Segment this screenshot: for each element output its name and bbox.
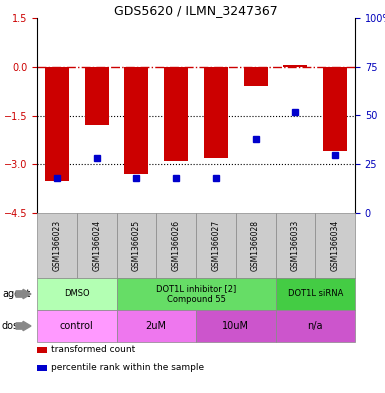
Text: GSM1366023: GSM1366023 xyxy=(52,220,61,271)
Text: agent: agent xyxy=(2,289,30,299)
Bar xyxy=(244,67,268,86)
Text: GSM1366028: GSM1366028 xyxy=(251,220,260,271)
Text: GSM1366034: GSM1366034 xyxy=(331,220,340,271)
Text: transformed count: transformed count xyxy=(51,345,135,354)
Bar xyxy=(85,67,109,125)
Text: GSM1366025: GSM1366025 xyxy=(132,220,141,271)
Text: dose: dose xyxy=(2,321,25,331)
Bar xyxy=(164,67,188,161)
Text: 2uM: 2uM xyxy=(146,321,167,331)
Text: GSM1366027: GSM1366027 xyxy=(211,220,220,271)
Text: DOT1L siRNA: DOT1L siRNA xyxy=(288,290,343,299)
Text: GSM1366026: GSM1366026 xyxy=(172,220,181,271)
Title: GDS5620 / ILMN_3247367: GDS5620 / ILMN_3247367 xyxy=(114,4,278,17)
Text: 10uM: 10uM xyxy=(222,321,249,331)
Text: DMSO: DMSO xyxy=(64,290,90,299)
Text: n/a: n/a xyxy=(308,321,323,331)
Text: control: control xyxy=(60,321,94,331)
Text: DOT1L inhibitor [2]
Compound 55: DOT1L inhibitor [2] Compound 55 xyxy=(156,284,236,304)
Bar xyxy=(283,65,307,67)
Bar xyxy=(323,67,347,151)
Text: percentile rank within the sample: percentile rank within the sample xyxy=(51,364,204,373)
Bar xyxy=(204,67,228,158)
Bar xyxy=(124,67,148,174)
Text: GSM1366033: GSM1366033 xyxy=(291,220,300,271)
Text: GSM1366024: GSM1366024 xyxy=(92,220,101,271)
Bar xyxy=(45,67,69,180)
